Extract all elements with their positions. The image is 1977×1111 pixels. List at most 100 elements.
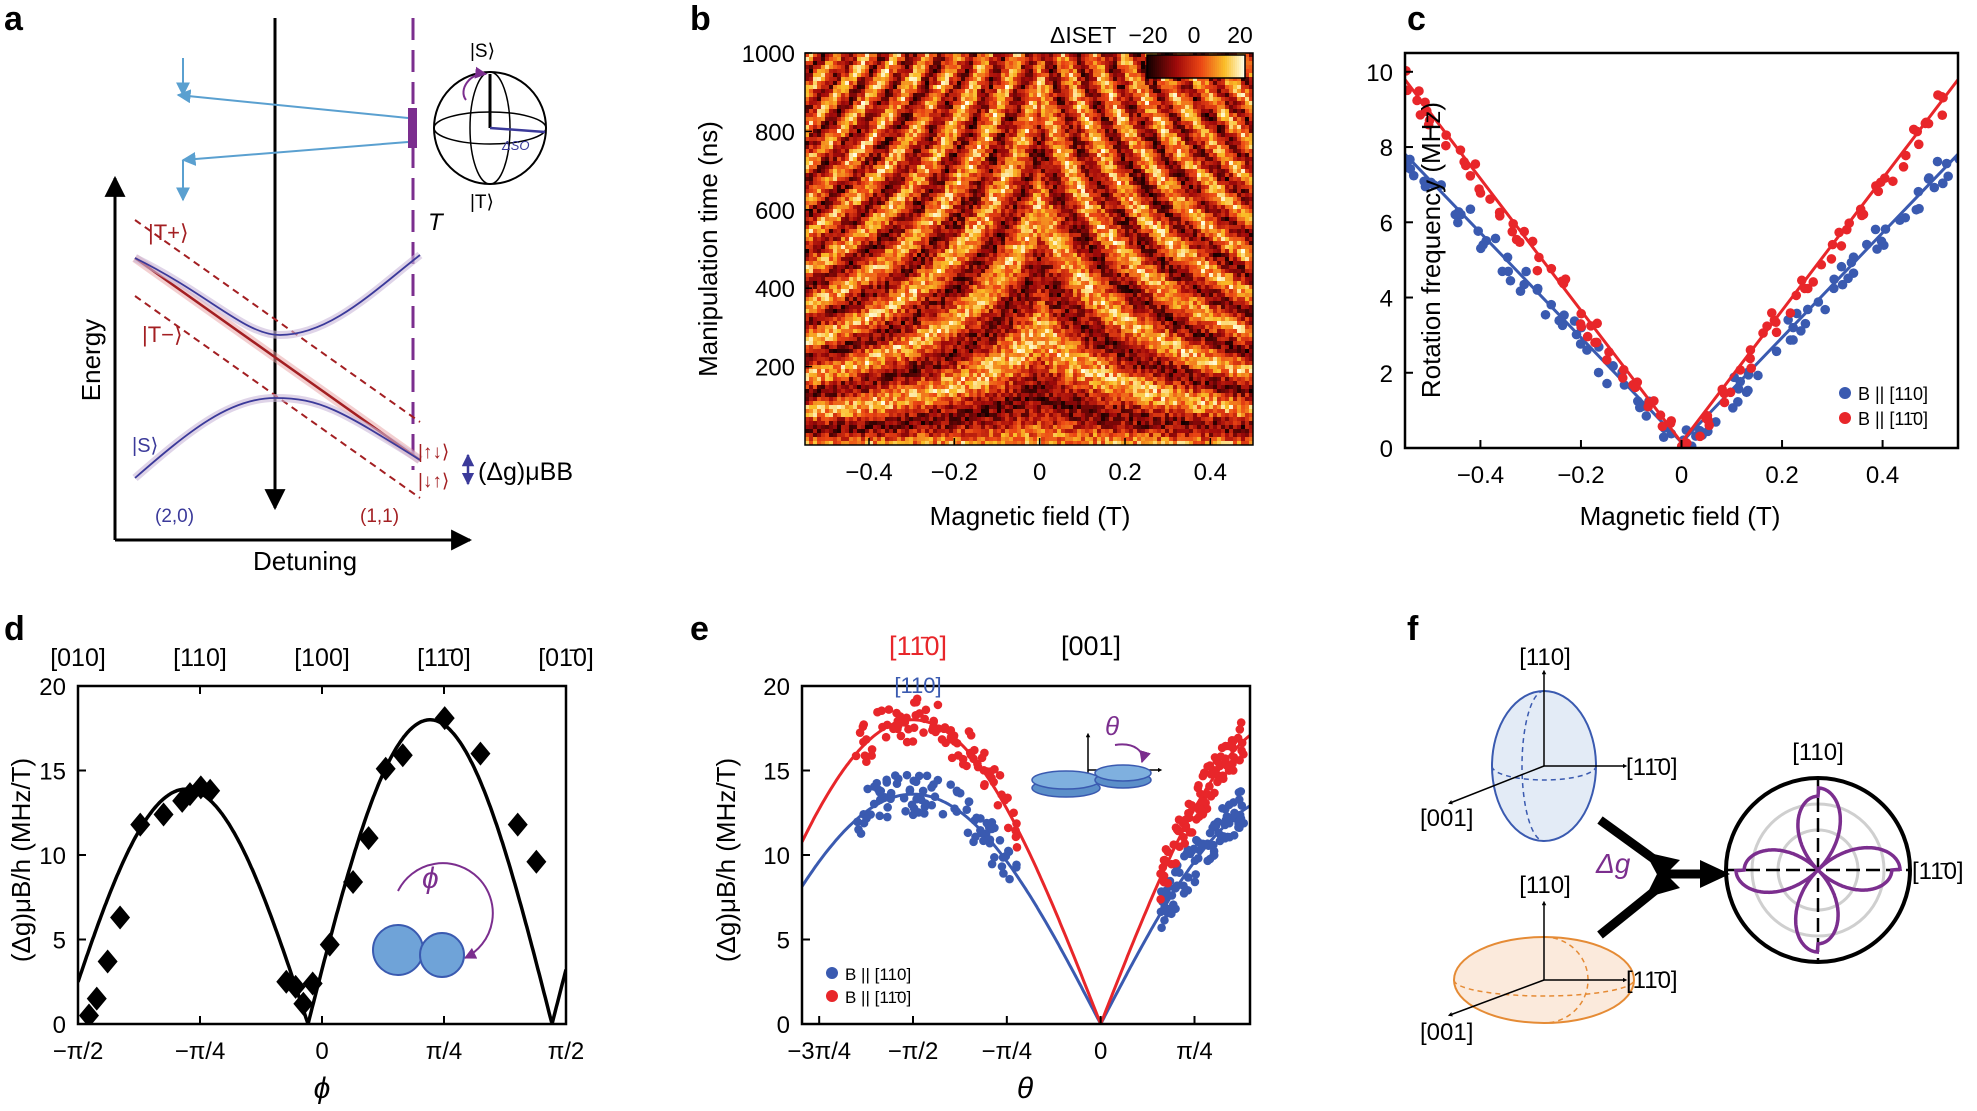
heatmap-cell: [929, 273, 933, 277]
heatmap-cell: [881, 369, 885, 373]
heatmap-cell: [873, 69, 877, 73]
heatmap-cell: [865, 313, 869, 317]
heatmap-cell: [833, 365, 837, 369]
heatmap-cell: [845, 405, 849, 409]
heatmap-cell: [821, 141, 825, 145]
heatmap-cell: [969, 229, 973, 233]
heatmap-cell: [825, 357, 829, 361]
heatmap-cell: [909, 61, 913, 65]
heatmap-cell: [949, 129, 953, 133]
heatmap-cell: [997, 229, 1001, 233]
heatmap-cell: [949, 377, 953, 381]
heatmap-cell: [933, 417, 937, 421]
heatmap-cell: [941, 217, 945, 221]
heatmap-cell: [841, 65, 845, 69]
heatmap-cell: [905, 181, 909, 185]
heatmap-cell: [869, 249, 873, 253]
heatmap-cell: [809, 261, 813, 265]
heatmap-cell: [837, 205, 841, 209]
heatmap-cell: [901, 393, 905, 397]
heatmap-cell: [993, 69, 997, 73]
heatmap-cell: [849, 433, 853, 437]
heatmap-cell: [913, 177, 917, 181]
heatmap-cell: [941, 437, 945, 441]
heatmap-cell: [925, 433, 929, 437]
heatmap-cell: [897, 177, 901, 181]
heatmap-cell: [973, 269, 977, 273]
heatmap-cell: [965, 61, 969, 65]
heatmap-cell: [957, 213, 961, 217]
heatmap-cell: [921, 405, 925, 409]
heatmap-cell: [901, 121, 905, 125]
heatmap-cell: [853, 437, 857, 441]
heatmap-cell: [905, 69, 909, 73]
heatmap-cell: [925, 405, 929, 409]
heatmap-cell: [869, 85, 873, 89]
heatmap-cell: [937, 397, 941, 401]
heatmap-cell: [901, 93, 905, 97]
heatmap-cell: [853, 89, 857, 93]
heatmap-cell: [953, 73, 957, 77]
heatmap-cell: [829, 321, 833, 325]
heatmap-cell: [833, 289, 837, 293]
heatmap-cell: [909, 145, 913, 149]
heatmap-cell: [997, 101, 1001, 105]
heatmap-cell: [953, 405, 957, 409]
heatmap-cell: [889, 97, 893, 101]
heatmap-cell: [853, 113, 857, 117]
heatmap-cell: [981, 149, 985, 153]
heatmap-cell: [957, 133, 961, 137]
heatmap-cell: [969, 413, 973, 417]
heatmap-cell: [1001, 181, 1005, 185]
heatmap-cell: [905, 345, 909, 349]
heatmap-cell: [941, 381, 945, 385]
heatmap-cell: [949, 437, 953, 441]
heatmap-cell: [989, 253, 993, 257]
heatmap-cell: [1005, 217, 1009, 221]
heatmap-cell: [949, 253, 953, 257]
heatmap-cell: [889, 77, 893, 81]
heatmap-cell: [857, 101, 861, 105]
heatmap-cell: [897, 345, 901, 349]
heatmap-cell: [861, 289, 865, 293]
panel-label-a: a: [4, 0, 24, 38]
heatmap-cell: [833, 313, 837, 317]
heatmap-cell: [929, 429, 933, 433]
heatmap-cell: [905, 197, 909, 201]
heatmap-cell: [845, 249, 849, 253]
heatmap-cell: [993, 77, 997, 81]
heatmap-cell: [949, 317, 953, 321]
heatmap-cell: [901, 229, 905, 233]
heatmap-cell: [981, 189, 985, 193]
heatmap-cell: [901, 385, 905, 389]
heatmap-cell: [981, 309, 985, 313]
heatmap-cell: [989, 165, 993, 169]
heatmap-cell: [925, 201, 929, 205]
heatmap-cell: [937, 325, 941, 329]
heatmap-cell: [993, 193, 997, 197]
heatmap-cell: [981, 381, 985, 385]
heatmap-cell: [849, 137, 853, 141]
heatmap-cell: [929, 317, 933, 321]
heatmap-cell: [953, 373, 957, 377]
heatmap-cell: [925, 285, 929, 289]
heatmap-cell: [821, 193, 825, 197]
heatmap-cell: [833, 261, 837, 265]
heatmap-cell: [837, 257, 841, 261]
heatmap-cell: [829, 81, 833, 85]
heatmap-cell: [893, 293, 897, 297]
heatmap-cell: [837, 437, 841, 441]
heatmap-cell: [973, 125, 977, 129]
heatmap-cell: [817, 413, 821, 417]
heatmap-cell: [941, 129, 945, 133]
heatmap-cell: [857, 105, 861, 109]
heatmap-cell: [829, 349, 833, 353]
heatmap-cell: [893, 345, 897, 349]
heatmap-cell: [861, 217, 865, 221]
heatmap-cell: [913, 309, 917, 313]
heatmap-cell: [841, 289, 845, 293]
heatmap-cell: [865, 125, 869, 129]
heatmap-cell: [901, 389, 905, 393]
heatmap-cell: [961, 353, 965, 357]
heatmap-cell: [957, 153, 961, 157]
